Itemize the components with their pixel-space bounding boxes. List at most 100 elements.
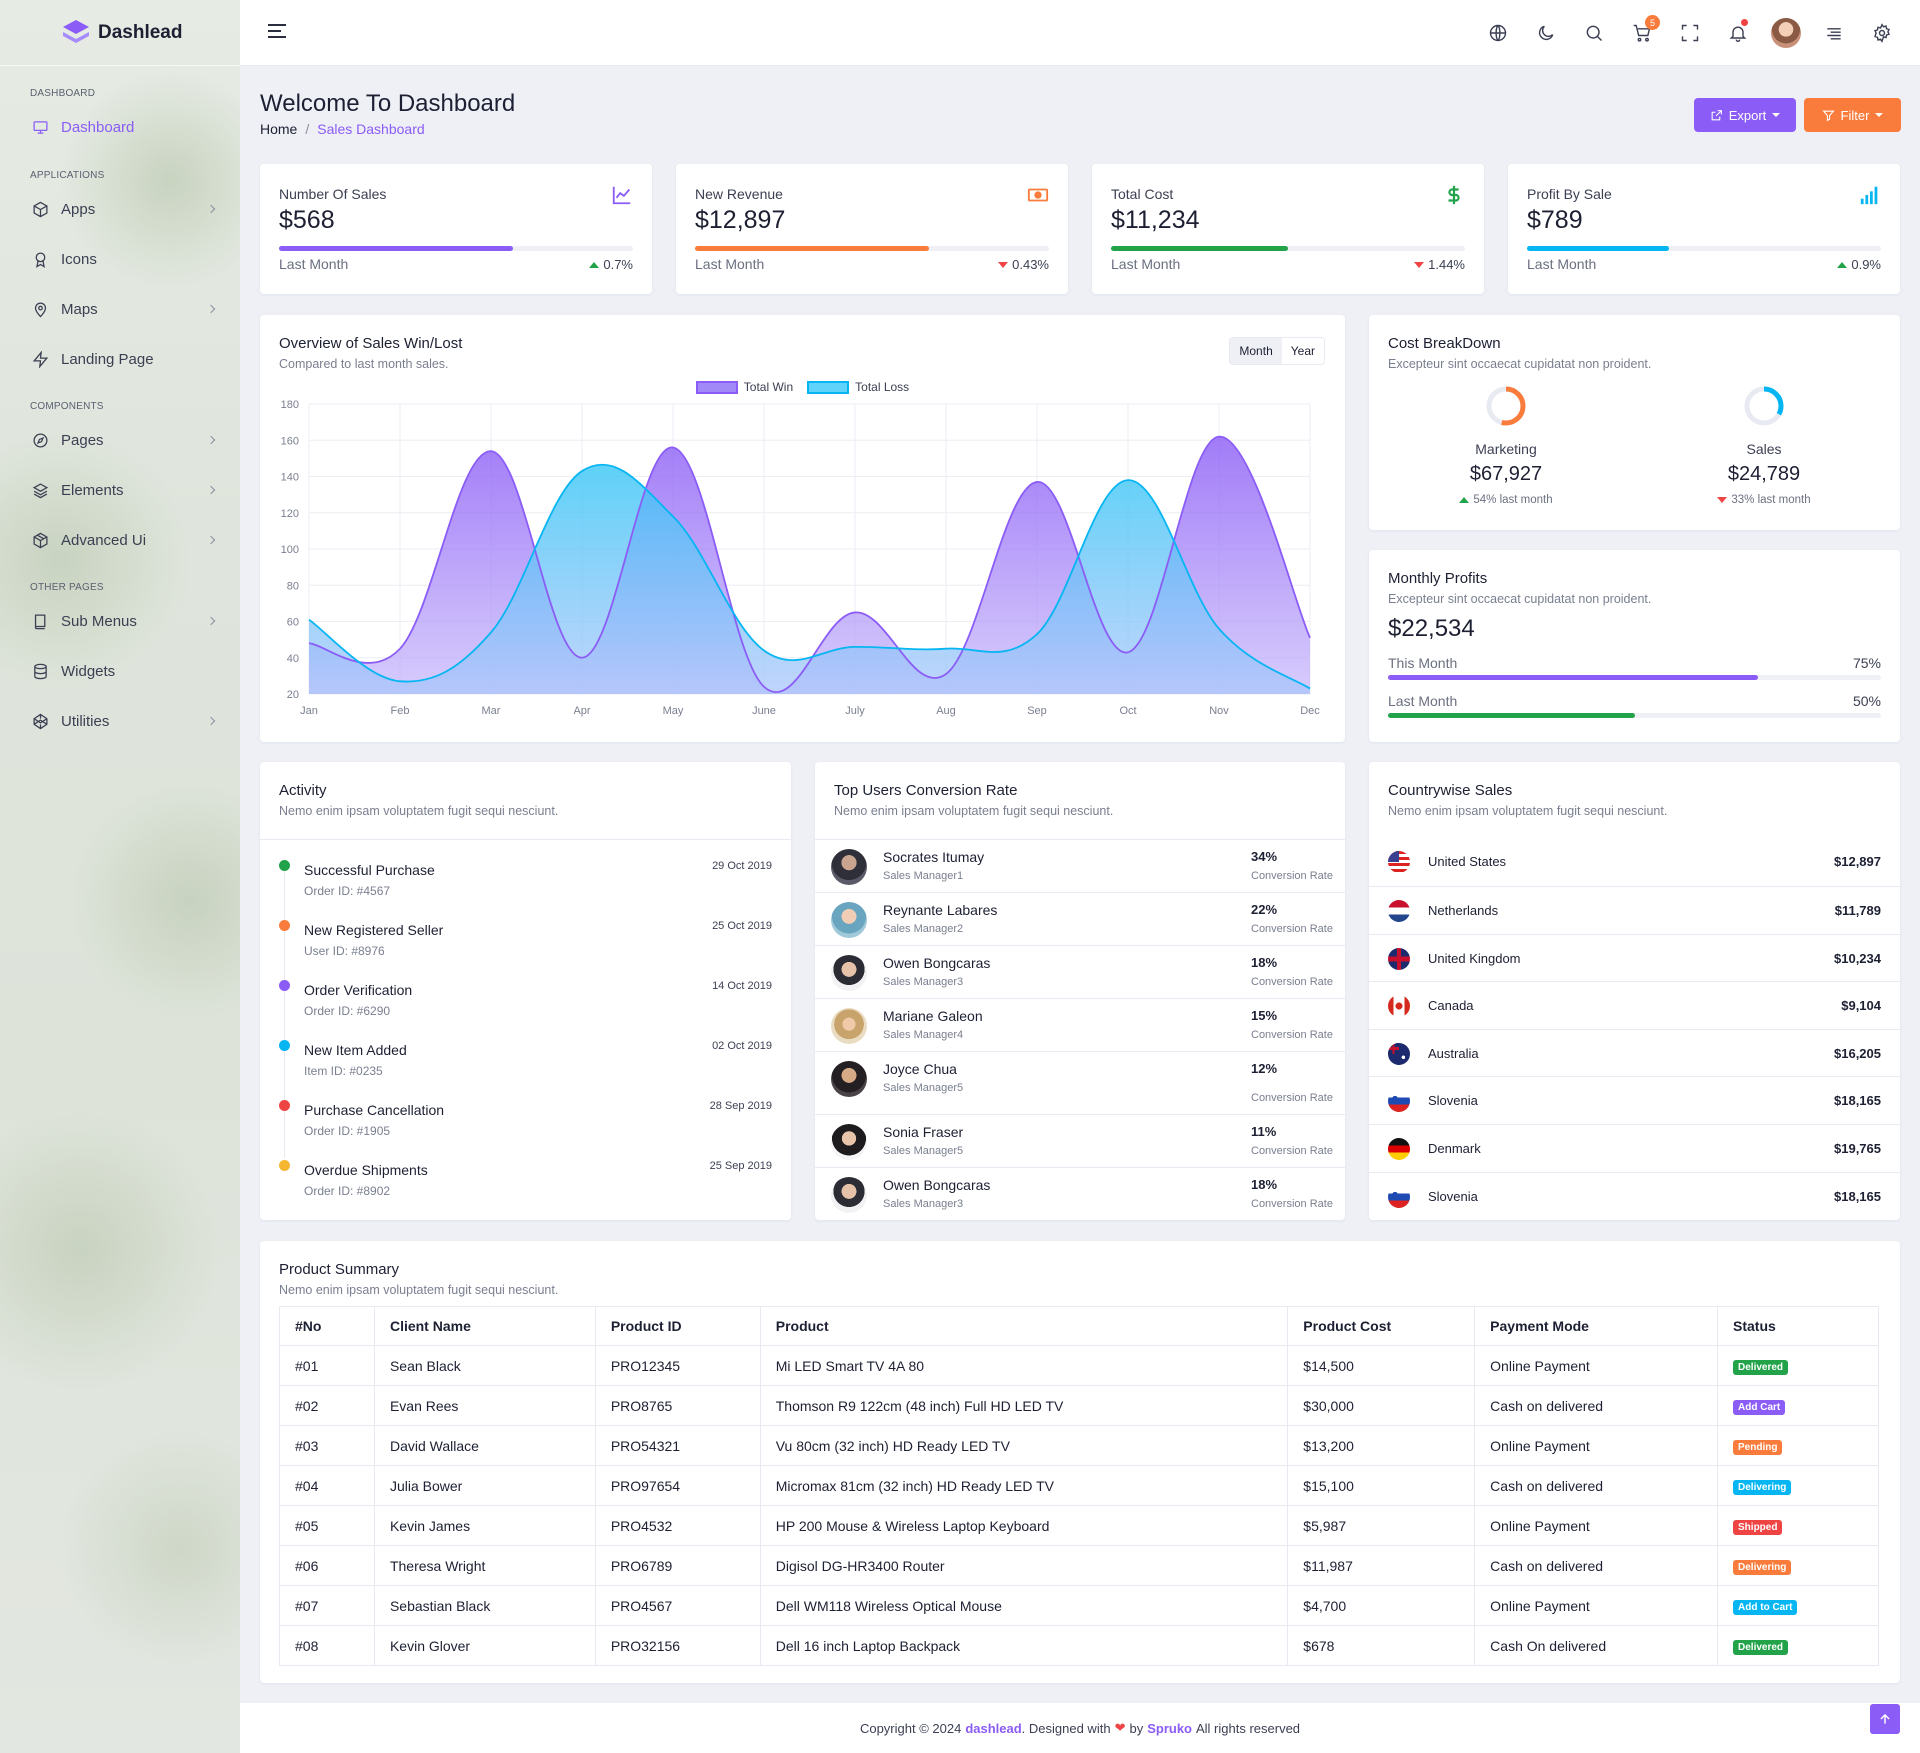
settings-button[interactable] [1858,9,1906,57]
user-row[interactable]: Socrates Itumay Sales Manager1 34% Conversi… [815,839,1345,892]
table-cell: Julia Bower [373,1465,596,1506]
fullscreen-button[interactable] [1666,9,1714,57]
profit-row-label: Last Month [1388,693,1458,709]
profile-button[interactable] [1762,9,1810,57]
stat-card-profit: Profit By Sale $789 Last Month 0.9% [1508,164,1900,294]
sidebar-item-sub-menus[interactable]: Sub Menus [0,596,240,646]
activity-item[interactable]: Successful Purchase Order ID: #4567 29 Oct… [279,860,772,920]
country-row[interactable]: Australia $16,205 [1369,1029,1900,1077]
back-to-top-button[interactable] [1870,1704,1900,1734]
table-cell: Online Payment [1474,1345,1719,1386]
chevron-right-icon [206,716,216,726]
globe-icon [1489,24,1507,42]
au-flag-icon [1388,1043,1410,1065]
table-row[interactable]: #08 Kevin Glover PRO32156 Dell 16 inch Lapt… [279,1625,1879,1666]
sidebar-right-button[interactable] [1810,9,1858,57]
country-row[interactable]: Netherlands $11,789 [1369,886,1900,934]
logo-icon [63,19,89,43]
activity-item[interactable]: Purchase Cancellation Order ID: #1905 28 S… [279,1100,772,1160]
external-link-icon [1711,109,1722,120]
card-subtitle: Nemo enim ipsam voluptatem fugit sequi n… [279,804,559,818]
footer-by: by [1129,1720,1144,1736]
sidebar-item-widgets[interactable]: Widgets [0,646,240,696]
table-cell: Cash on delivered [1474,1385,1719,1426]
export-label: Export [1728,107,1767,123]
cart-button[interactable]: 5 [1618,9,1666,57]
arrow-down-icon [1414,261,1425,268]
status-cell: Delivered [1717,1625,1879,1666]
dark-mode-button[interactable] [1522,9,1570,57]
search-button[interactable] [1570,9,1618,57]
codepen-icon [33,713,48,729]
table-row[interactable]: #02 Evan Rees PRO8765 Thomson R9 122cm (48 … [279,1385,1879,1426]
user-row[interactable]: Owen Bongcaras Sales Manager3 18% Conversio… [815,945,1345,998]
table-row[interactable]: #06 Theresa Wright PRO6789 Digisol DG-HR340… [279,1545,1879,1586]
table-cell: $11,987 [1287,1545,1476,1586]
y-tick-label: 60 [287,617,299,629]
export-button[interactable]: Export [1694,98,1796,132]
table-cell: $30,000 [1287,1385,1476,1426]
footer-company-link[interactable]: Spruko [1147,1720,1192,1736]
activity-item[interactable]: New Item Added Item ID: #0235 02 Oct 2019 [279,1040,772,1100]
footer: Copyright © 2024 dashlead . Designed wit… [240,1703,1920,1753]
sidebar-item-dashboard[interactable]: Dashboard [0,102,240,152]
user-row[interactable]: Joyce Chua Sales Manager5 12% Conversion Ra… [815,1051,1345,1114]
legend-total-win[interactable]: Total Win [695,380,793,394]
country-row[interactable]: United States $12,897 [1369,838,1900,886]
activity-item[interactable]: Order Verification Order ID: #6290 14 Oct … [279,980,772,1040]
country-row[interactable]: Denmark $19,765 [1369,1124,1900,1172]
status-badge: Add to Cart [1733,1599,1798,1615]
activity-item[interactable]: New Registered Seller User ID: #8976 25 Oc… [279,920,772,980]
cube-icon [33,201,48,217]
status-badge: Shipped [1733,1519,1783,1535]
countrywise-sales-card: Countrywise Sales Nemo enim ipsam volupt… [1369,762,1900,1220]
toggle-year[interactable]: Year [1290,344,1315,358]
table-cell: Cash on delivered [1474,1465,1719,1506]
table-cell: Cash On delivered [1474,1625,1719,1666]
sidebar-item-maps[interactable]: Maps [0,284,240,334]
stat-sub: Last Month [695,256,765,272]
sidebar-item-landing-page[interactable]: Landing Page [0,334,240,384]
language-button[interactable] [1474,9,1522,57]
country-row[interactable]: Slovenia $18,165 [1369,1076,1900,1124]
user-row[interactable]: Sonia Fraser Sales Manager5 11% Conversion … [815,1114,1345,1167]
sidebar-item-utilities[interactable]: Utilities [0,696,240,746]
user-row[interactable]: Reynante Labares Sales Manager2 22% Convers… [815,892,1345,945]
profit-this-month: This Month 75% [1388,655,1881,680]
country-row[interactable]: Slovenia $18,165 [1369,1172,1900,1220]
menu-toggle-icon[interactable] [268,24,286,38]
sidebar-item-advanced-ui[interactable]: Advanced Ui [0,515,240,565]
activity-item[interactable]: Overdue Shipments Order ID: #8902 25 Sep 2… [279,1160,772,1220]
stat-progress [279,246,633,251]
breadcrumb-home[interactable]: Home [260,121,298,137]
sidebar-item-apps[interactable]: Apps [0,184,240,234]
avatar [831,1008,867,1044]
legend-total-loss[interactable]: Total Loss [807,380,909,394]
brand-logo[interactable]: Dashlead [0,0,240,66]
user-row[interactable]: Mariane Galeon Sales Manager4 15% Conversio… [815,998,1345,1051]
status-badge: Delivered [1733,1639,1789,1655]
table-cell: PRO12345 [594,1345,761,1386]
table-row[interactable]: #07 Sebastian Black PRO4567 Dell WM118 Wire… [279,1585,1879,1626]
layers-icon [32,482,49,498]
toggle-month[interactable]: Month [1230,338,1282,364]
filter-button[interactable]: Filter [1804,98,1901,132]
user-row[interactable]: Owen Bongcaras Sales Manager3 18% Conversio… [815,1167,1345,1220]
stat-change: 0.43% [998,257,1049,272]
card-title: Product Summary [279,1261,400,1278]
footer-brand-link[interactable]: dashlead [965,1720,1022,1736]
filter-label: Filter [1840,107,1870,123]
status-cell: Shipped [1717,1505,1879,1546]
country-row[interactable]: United Kingdom $10,234 [1369,934,1900,982]
table-row[interactable]: #03 David Wallace PRO54321 Vu 80cm (32 inch… [279,1425,1879,1466]
sidebar-item-icons[interactable]: Icons [0,234,240,284]
series-total-win-line [308,435,1311,693]
table-row[interactable]: #01 Sean Black PRO12345 Mi LED Smart TV 4A … [279,1345,1879,1386]
brand-name: Dashlead [98,21,183,43]
sidebar-item-pages[interactable]: Pages [0,415,240,465]
notifications-button[interactable] [1714,9,1762,57]
table-row[interactable]: #04 Julia Bower PRO97654 Micromax 81cm (32 … [279,1465,1879,1506]
sidebar-item-elements[interactable]: Elements [0,465,240,515]
country-row[interactable]: Canada $9,104 [1369,981,1900,1029]
table-row[interactable]: #05 Kevin James PRO4532 HP 200 Mouse & Wire… [279,1505,1879,1546]
